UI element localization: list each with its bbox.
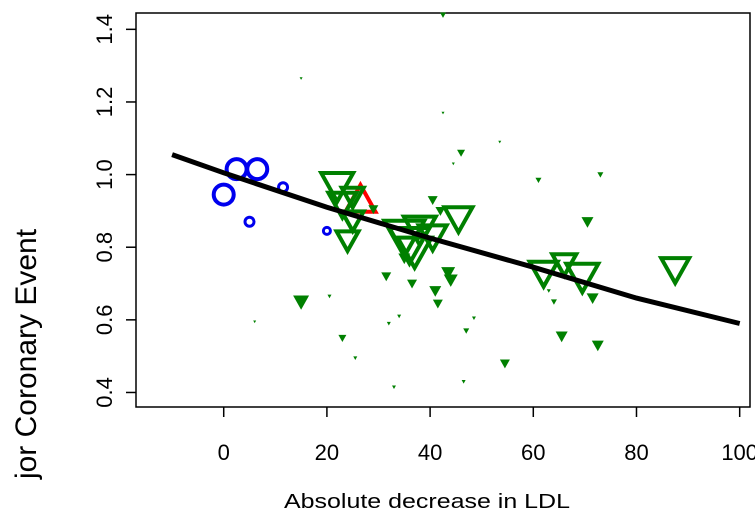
triangle-down-marker bbox=[441, 111, 445, 115]
triangle-down-marker bbox=[463, 328, 470, 334]
y-tick-label: 0.4 bbox=[92, 377, 117, 408]
triangle-down-marker bbox=[327, 294, 332, 299]
triangle-down-marker bbox=[391, 385, 396, 390]
x-tick-label: 0 bbox=[218, 440, 230, 465]
triangle-down-marker bbox=[457, 149, 466, 157]
triangle-down-marker bbox=[535, 177, 542, 184]
y-axis-title: jor Coronary Event bbox=[10, 228, 43, 480]
triangle-down-marker bbox=[461, 380, 466, 384]
triangle-down-marker bbox=[441, 205, 476, 237]
triangle-down-marker bbox=[498, 140, 502, 144]
fit-line bbox=[171, 152, 741, 326]
triangle-down-marker bbox=[440, 12, 446, 18]
triangle-down-marker bbox=[432, 299, 443, 309]
x-tick-label: 100 bbox=[721, 440, 755, 465]
y-tick-label: 0.8 bbox=[92, 232, 117, 263]
y-tick-label: 1.4 bbox=[92, 14, 117, 45]
triangle-down-marker bbox=[591, 340, 604, 352]
triangle-down-marker bbox=[586, 293, 599, 305]
triangle-down-marker bbox=[353, 356, 358, 360]
triangle-down-marker bbox=[597, 172, 604, 178]
triangle-down-marker bbox=[368, 205, 379, 215]
circle-marker bbox=[211, 182, 236, 207]
circle-marker bbox=[321, 225, 332, 236]
triangle-down-marker bbox=[386, 321, 391, 326]
circle-marker bbox=[243, 215, 256, 228]
triangle-down-marker bbox=[441, 267, 456, 280]
triangle-down-marker bbox=[471, 316, 476, 321]
triangle-down-marker bbox=[435, 207, 446, 216]
x-tick-label: 40 bbox=[418, 440, 442, 465]
triangle-down-marker bbox=[550, 299, 557, 305]
y-axis-ticks: 0.4 0.6 0.8 1.0 1.2 1.4 bbox=[92, 14, 136, 408]
x-axis-ticks: 0 20 40 60 80 100 bbox=[218, 407, 755, 465]
y-tick-label: 0.6 bbox=[92, 305, 117, 336]
triangle-down-marker bbox=[293, 295, 310, 310]
x-tick-label: 80 bbox=[624, 440, 648, 465]
triangle-down-marker bbox=[338, 185, 368, 212]
triangle-down-marker bbox=[429, 286, 442, 297]
triangle-down-marker bbox=[338, 209, 368, 236]
triangle-down-marker bbox=[427, 196, 438, 206]
triangle-down-marker bbox=[443, 274, 458, 287]
triangle-down-marker bbox=[253, 320, 257, 324]
triangle-down-marker bbox=[407, 279, 418, 289]
circle-marker bbox=[245, 157, 270, 182]
x-tick-label: 60 bbox=[521, 440, 545, 465]
triangle-down-marker bbox=[338, 334, 347, 343]
triangle-down-marker bbox=[398, 253, 411, 265]
triangle-down-marker bbox=[397, 314, 402, 319]
triangle-down-marker bbox=[657, 256, 693, 288]
y-tick-label: 1.2 bbox=[92, 87, 117, 118]
triangle-down-marker bbox=[546, 289, 551, 293]
triangle-down-marker bbox=[381, 272, 392, 282]
x-tick-label: 20 bbox=[315, 440, 339, 465]
triangle-down-marker bbox=[451, 162, 455, 166]
triangle-down-marker bbox=[499, 359, 510, 369]
triangle-down-marker bbox=[333, 229, 362, 256]
y-tick-label: 1.0 bbox=[92, 159, 117, 190]
triangle-down-marker bbox=[299, 77, 303, 80]
triangle-down-marker bbox=[555, 331, 568, 343]
x-axis-title: Absolute decrease in LDL bbox=[284, 491, 570, 513]
triangle-down-marker bbox=[581, 217, 594, 228]
data-marks bbox=[211, 12, 693, 390]
